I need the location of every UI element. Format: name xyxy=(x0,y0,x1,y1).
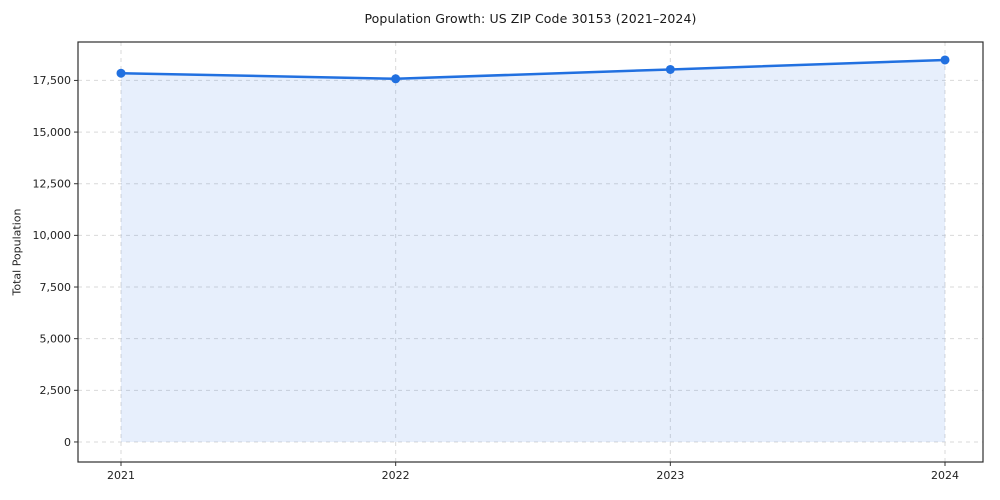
y-tick-label: 2,500 xyxy=(40,384,72,397)
y-tick-label: 0 xyxy=(64,436,71,449)
y-tick-label: 12,500 xyxy=(33,178,72,191)
data-point-2024 xyxy=(940,55,950,65)
y-tick-label: 10,000 xyxy=(33,229,72,242)
x-tick-label: 2024 xyxy=(931,469,959,482)
data-point-2023 xyxy=(665,64,675,74)
y-tick-label: 15,000 xyxy=(33,126,72,139)
y-tick-label: 17,500 xyxy=(33,74,72,87)
y-tick-label: 7,500 xyxy=(40,281,72,294)
y-tick-label: 5,000 xyxy=(40,332,72,345)
x-tick-label: 2021 xyxy=(107,469,135,482)
plot-frame xyxy=(77,41,984,463)
chart-title: Population Growth: US ZIP Code 30153 (20… xyxy=(364,11,697,26)
data-point-2022 xyxy=(391,74,401,84)
x-tick-label: 2022 xyxy=(382,469,410,482)
data-point-2021 xyxy=(116,68,126,78)
trend-line xyxy=(119,58,947,81)
x-tick-label: 2023 xyxy=(656,469,684,482)
area-fill xyxy=(121,59,945,442)
